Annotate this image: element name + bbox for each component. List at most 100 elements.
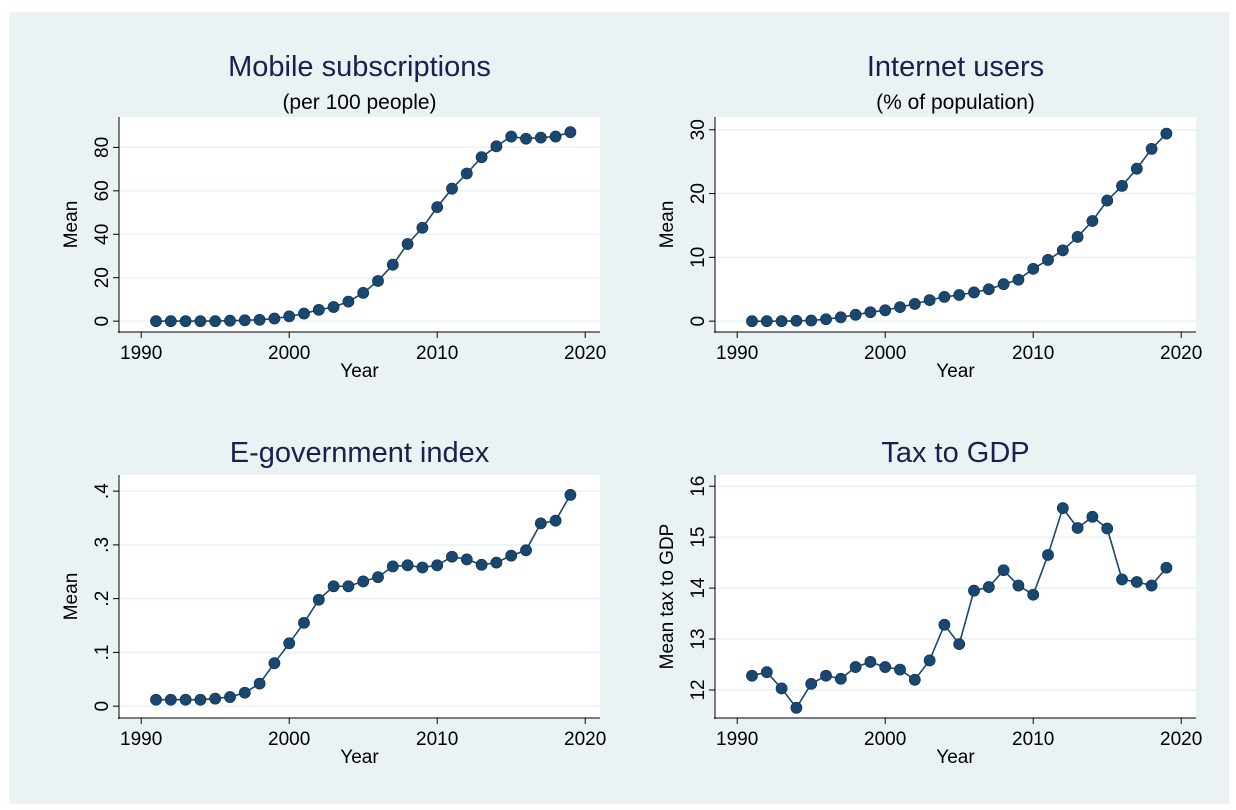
y-axis-title: Mean [61, 573, 82, 621]
chart-panel-2: 1990 2000 2010 2020 0 10 20 30 Year Mean Internet … [657, 51, 1202, 382]
data-point [534, 131, 547, 144]
x-tick-label: 2010 [1012, 729, 1054, 750]
data-point [283, 637, 296, 650]
data-point [164, 693, 177, 706]
x-axis-title: Year [340, 747, 379, 768]
data-point [908, 298, 921, 310]
x-tick-label: 2010 [416, 729, 458, 750]
data-point [1145, 579, 1158, 592]
data-point [834, 672, 847, 685]
x-tick-label: 1990 [716, 343, 758, 364]
data-point [775, 315, 788, 328]
data-point [549, 514, 562, 527]
data-point [1027, 588, 1040, 601]
y-tick-label: 10 [688, 247, 709, 268]
figure-background: 1990 2000 2010 2020 0 20 40 60 80 Year Mean Mobile … [9, 12, 1229, 804]
data-point [238, 686, 251, 699]
data-point [879, 661, 892, 673]
data-point [1160, 561, 1173, 574]
data-point [1056, 502, 1069, 515]
y-tick-label: 80 [92, 137, 113, 158]
data-point [849, 661, 862, 673]
data-point [864, 656, 877, 668]
data-point [460, 553, 473, 566]
data-point [150, 693, 162, 706]
data-point [312, 593, 325, 606]
data-point [1116, 573, 1128, 586]
x-tick-label: 2020 [564, 343, 606, 364]
data-point [475, 558, 488, 571]
data-point [179, 693, 192, 706]
data-point [834, 311, 847, 324]
data-point [849, 308, 862, 321]
data-point [879, 304, 892, 317]
data-point [327, 580, 340, 593]
y-axis-title: Mean tax to GDP [657, 524, 678, 670]
data-point [760, 315, 773, 328]
data-point [520, 544, 532, 557]
y-tick-label: 14 [688, 577, 709, 599]
data-point [401, 559, 414, 572]
y-tick-label: .4 [92, 483, 113, 499]
y-tick-label: 40 [92, 224, 113, 245]
x-tick-label: 2020 [564, 729, 606, 750]
data-point [534, 517, 547, 530]
data-point [968, 286, 980, 299]
x-tick-label: 2020 [1160, 343, 1202, 364]
x-tick-label: 2010 [1012, 343, 1054, 364]
data-point [1071, 522, 1084, 534]
x-tick-label: 2000 [268, 729, 310, 750]
data-point [820, 313, 832, 326]
data-point [746, 669, 758, 682]
data-point [505, 130, 518, 143]
data-point [1027, 262, 1040, 275]
data-point [342, 295, 355, 308]
data-point [1012, 579, 1025, 592]
data-point [164, 315, 177, 328]
data-point [1101, 522, 1114, 535]
data-point [194, 315, 207, 328]
data-point [1042, 549, 1054, 561]
data-point [460, 167, 473, 180]
data-point [298, 307, 310, 320]
data-point [923, 654, 936, 667]
y-tick-label: 20 [688, 183, 709, 204]
data-point [1012, 273, 1025, 286]
data-point [386, 258, 399, 271]
data-point [342, 580, 355, 593]
y-tick-label: 12 [688, 679, 709, 700]
data-point [1145, 142, 1158, 155]
data-point [268, 312, 281, 325]
data-point [209, 315, 222, 328]
data-point [790, 314, 803, 327]
data-point [224, 691, 236, 703]
y-axis-title: Mean [61, 201, 82, 249]
data-point [357, 575, 370, 588]
y-tick-label: 0 [92, 701, 113, 712]
data-point [1042, 254, 1054, 266]
plot-area [119, 475, 600, 718]
data-point [224, 314, 236, 327]
data-point [820, 669, 832, 682]
x-axis-title: Year [340, 361, 379, 382]
data-point [564, 126, 577, 139]
data-point [997, 278, 1010, 291]
data-point [268, 657, 281, 670]
data-point [864, 306, 877, 319]
chart-subtitle: (per 100 people) [282, 91, 436, 114]
chart-title: Internet users [867, 51, 1044, 83]
chart-grid-figure: 1990 2000 2010 2020020406080YearMeanMobile … [61, 51, 1202, 768]
y-tick-label: 20 [92, 267, 113, 288]
data-point [775, 682, 788, 695]
chart-title: Mobile subscriptions [228, 51, 491, 83]
data-point [386, 560, 399, 573]
data-point [150, 315, 162, 328]
data-point [298, 616, 310, 629]
data-point [997, 564, 1010, 577]
data-point [446, 550, 458, 563]
plot-area [715, 475, 1196, 718]
x-tick-label: 2010 [416, 343, 458, 364]
data-point [401, 238, 414, 250]
x-tick-label: 2000 [864, 729, 906, 750]
y-axis-title: Mean [657, 201, 678, 249]
